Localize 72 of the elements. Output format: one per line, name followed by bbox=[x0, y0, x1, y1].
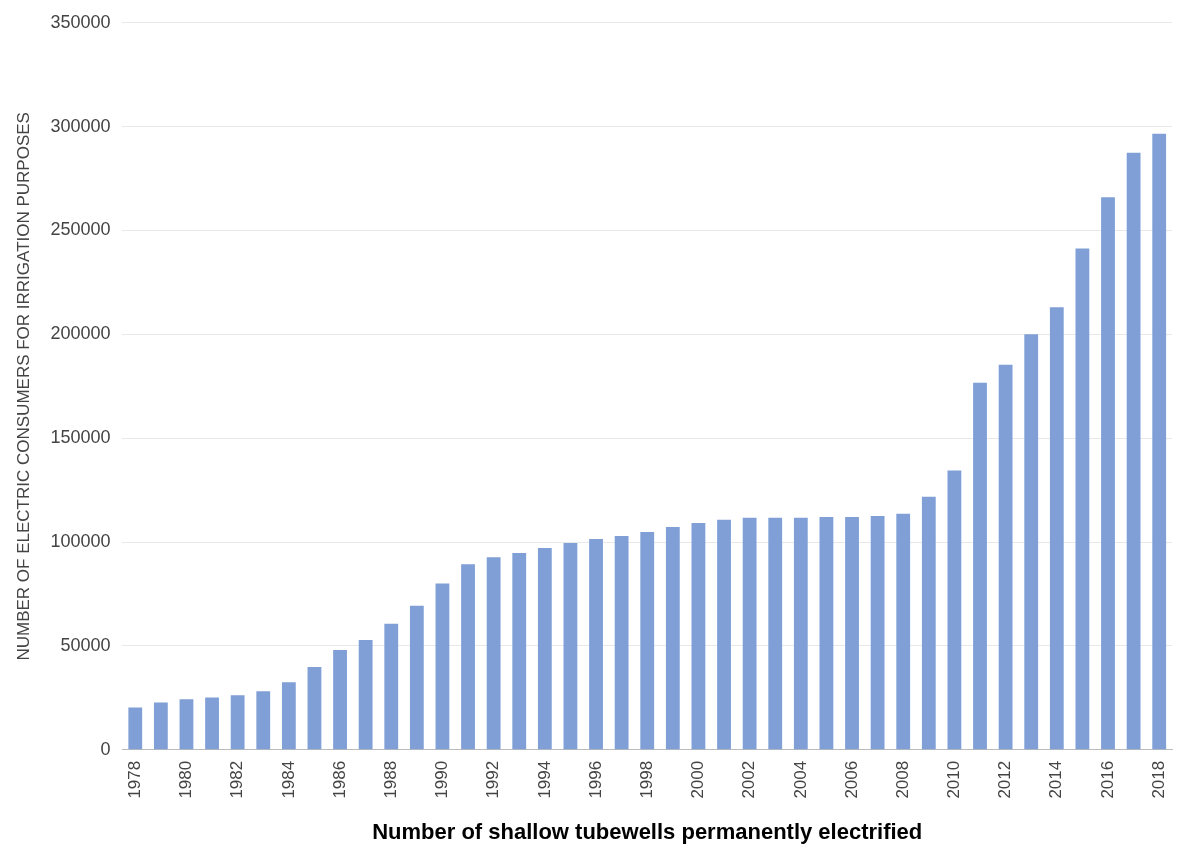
bar bbox=[461, 564, 475, 750]
bar bbox=[281, 682, 296, 750]
y-tick-label: 250000 bbox=[50, 219, 111, 240]
bar bbox=[333, 650, 347, 750]
y-axis-title: NUMBER OF ELECTRIC CONSUMERS FOR IRRIGATION PURPOSES bbox=[13, 112, 33, 661]
bar bbox=[589, 538, 603, 750]
bar bbox=[973, 382, 987, 750]
x-tick-label: 1994 bbox=[534, 760, 554, 799]
x-tick-label: 1986 bbox=[329, 760, 349, 799]
x-tick-label: 2014 bbox=[1046, 760, 1066, 799]
bar bbox=[205, 697, 219, 750]
x-tick-label: 1998 bbox=[636, 760, 656, 799]
bar bbox=[691, 522, 706, 750]
bar bbox=[742, 517, 757, 750]
bar bbox=[947, 470, 962, 750]
x-tick-label: 2010 bbox=[944, 760, 964, 799]
y-tick-label: 300000 bbox=[50, 115, 111, 136]
bar bbox=[1075, 248, 1090, 750]
bar bbox=[128, 707, 143, 750]
bar bbox=[998, 364, 1013, 750]
bar bbox=[256, 691, 271, 750]
bar bbox=[409, 605, 424, 750]
x-tick-label: 2004 bbox=[790, 760, 810, 799]
bar bbox=[665, 526, 680, 750]
x-tick-label: 1996 bbox=[585, 760, 605, 799]
x-tick-label: 2006 bbox=[841, 760, 861, 799]
bar bbox=[153, 702, 168, 750]
x-tick-label: 2018 bbox=[1148, 760, 1168, 799]
bar bbox=[486, 557, 501, 750]
bar bbox=[896, 513, 911, 750]
x-tick-label: 1988 bbox=[380, 760, 400, 799]
x-tick-label: 1978 bbox=[124, 760, 144, 799]
y-tick-label: 150000 bbox=[50, 427, 111, 448]
x-tick-label: 1982 bbox=[227, 760, 247, 799]
y-tick-label: 100000 bbox=[50, 531, 111, 552]
bar bbox=[768, 517, 783, 750]
bar bbox=[384, 623, 399, 750]
bar bbox=[717, 519, 731, 750]
x-tick-label: 2000 bbox=[688, 760, 708, 799]
bar bbox=[614, 536, 629, 750]
bar bbox=[640, 531, 655, 750]
bar bbox=[870, 515, 885, 750]
bar bbox=[435, 583, 450, 750]
x-tick-label: 2012 bbox=[995, 760, 1015, 799]
bar bbox=[230, 695, 245, 750]
bar bbox=[1152, 133, 1167, 750]
bar bbox=[512, 553, 527, 750]
x-tick-label: 2002 bbox=[739, 760, 759, 799]
y-tick-label: 350000 bbox=[50, 11, 111, 32]
bar bbox=[819, 516, 834, 750]
y-tick-label: 0 bbox=[100, 738, 111, 759]
bar bbox=[307, 667, 322, 750]
bar bbox=[1049, 307, 1064, 750]
x-tick-label: 1990 bbox=[432, 760, 452, 799]
y-tick-label: 50000 bbox=[60, 634, 111, 655]
bar bbox=[1126, 152, 1141, 750]
x-tick-label: 1980 bbox=[176, 760, 196, 799]
bar bbox=[358, 639, 373, 750]
bar bbox=[179, 699, 194, 750]
bar bbox=[845, 516, 859, 750]
bar bbox=[1024, 334, 1039, 750]
bar bbox=[563, 543, 578, 750]
bar bbox=[1101, 197, 1115, 750]
x-tick-label: 1984 bbox=[278, 760, 298, 799]
x-tick-label: 2008 bbox=[892, 760, 912, 799]
y-tick-label: 200000 bbox=[50, 323, 111, 344]
x-axis-title: Number of shallow tubewells permanently electrified bbox=[372, 818, 923, 844]
bar bbox=[793, 517, 808, 750]
x-tick-label: 2016 bbox=[1097, 760, 1117, 799]
x-tick-label: 1992 bbox=[483, 760, 503, 799]
bar bbox=[537, 548, 552, 750]
bar bbox=[921, 496, 936, 750]
